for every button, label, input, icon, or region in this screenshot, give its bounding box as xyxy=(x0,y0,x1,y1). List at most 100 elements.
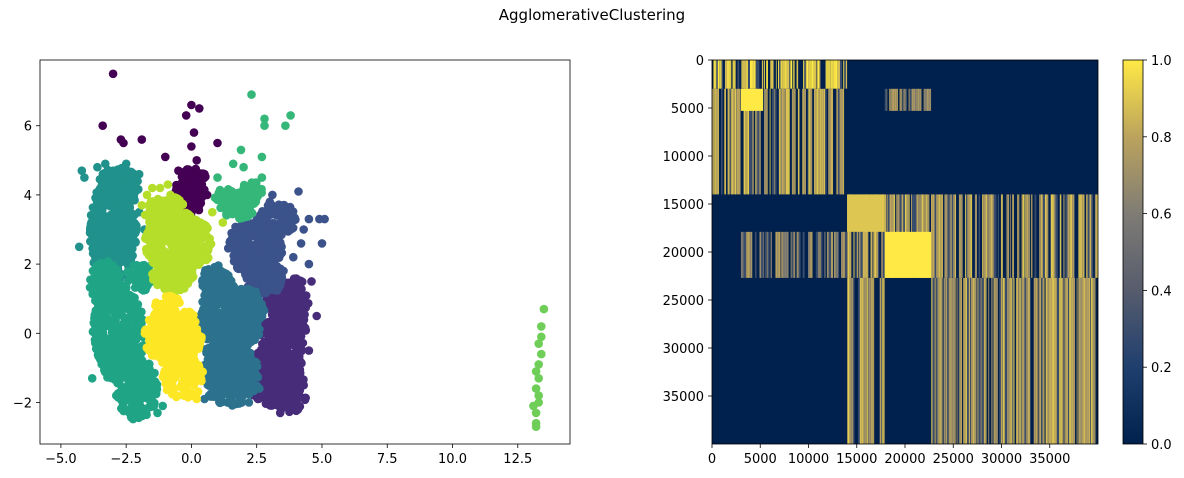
cluster-4-point xyxy=(122,231,132,240)
cluster-3-point xyxy=(244,398,254,407)
cluster-5-point xyxy=(121,297,131,306)
heatmap-cell xyxy=(847,194,885,232)
heatmap-cell xyxy=(739,60,742,89)
heatmap-cell xyxy=(772,60,774,89)
heatmap-cell xyxy=(951,194,954,278)
heatmap-cell xyxy=(911,88,914,111)
cluster-9-point xyxy=(161,292,171,301)
heatmap-cell xyxy=(859,277,862,444)
cluster-9-point xyxy=(147,337,157,346)
cluster-5-point xyxy=(85,283,95,292)
heatmap-cell xyxy=(842,60,844,89)
heatmap-cell xyxy=(722,88,725,195)
cluster-4-point xyxy=(127,211,137,220)
heatmap-cell xyxy=(958,194,962,278)
cluster-4-point xyxy=(129,180,139,189)
cluster-3-point xyxy=(235,292,245,301)
cluster-9-point xyxy=(195,333,204,343)
heatmap-cell xyxy=(894,88,897,111)
cluster-8-point xyxy=(177,282,187,291)
heatmap-cell xyxy=(768,60,771,89)
heatmap-cell xyxy=(977,194,979,278)
cluster-6-point xyxy=(228,159,238,169)
cluster-9-point xyxy=(169,356,179,365)
heatmap-cell xyxy=(1082,194,1083,278)
cluster-5-point xyxy=(94,319,104,328)
heatmap-cell xyxy=(744,231,747,278)
heatmap-cell xyxy=(832,60,834,89)
cluster-6-point xyxy=(213,173,222,182)
heatmap-cell xyxy=(751,60,754,89)
cluster-5-point xyxy=(102,360,111,370)
heatmap-cell xyxy=(784,88,786,195)
heatmap-cell xyxy=(851,277,854,444)
heatmap-cell xyxy=(780,231,782,278)
cluster-5-point xyxy=(124,315,134,325)
heatmap-cell xyxy=(773,231,776,278)
heatmap-cell xyxy=(750,231,753,278)
heatmap-cell xyxy=(1002,194,1005,278)
cluster-6-point xyxy=(238,212,248,222)
heatmap-cell xyxy=(821,60,824,89)
heatmap-cell xyxy=(729,60,731,89)
cluster-5-point xyxy=(158,401,167,411)
cluster-0-point xyxy=(195,201,204,210)
cluster-3-point xyxy=(211,305,220,315)
cluster-9-point xyxy=(188,359,198,368)
heatmap-cell xyxy=(753,231,755,278)
cluster-9-point xyxy=(184,311,193,321)
heatmap-cell xyxy=(825,60,827,89)
heatmap-cell xyxy=(785,88,789,195)
heatmap-cell xyxy=(748,60,750,89)
cluster-0-point xyxy=(187,194,196,203)
heatmap-cell xyxy=(778,60,780,89)
heatmap-cell xyxy=(815,88,817,195)
cluster-3-point xyxy=(219,383,229,393)
cluster-2-point xyxy=(244,243,254,253)
cluster-1-point xyxy=(293,395,302,404)
cluster-8-point xyxy=(142,190,152,200)
cluster-1-point xyxy=(270,373,280,383)
heatmap-cell xyxy=(714,88,715,195)
cluster-1-point xyxy=(279,360,289,369)
heatmap-cell xyxy=(736,88,738,195)
cluster-1-point xyxy=(292,298,302,307)
cluster-1-point xyxy=(285,301,295,310)
heatmap-cell xyxy=(833,60,836,89)
heatmap-cell xyxy=(792,60,794,89)
cluster-3-point xyxy=(240,314,250,323)
heatmap-cell xyxy=(726,60,730,89)
cluster-8-point xyxy=(186,240,195,250)
heatmap-cell xyxy=(820,60,822,89)
cluster-2-point xyxy=(259,265,269,275)
cluster-2-point xyxy=(240,220,249,230)
heatmap-cell xyxy=(923,88,925,111)
heatmap-cell xyxy=(779,88,781,195)
heatmap-cell xyxy=(799,88,802,195)
cluster-8-point xyxy=(137,201,147,210)
cluster-2-point xyxy=(259,279,268,288)
cluster-5-point xyxy=(131,324,141,334)
heatmap-cell xyxy=(1010,194,1013,278)
heatmap-cell xyxy=(1040,194,1043,278)
heatmap-cell xyxy=(795,231,797,278)
cluster-2-point xyxy=(225,236,235,246)
heatmap-cell xyxy=(858,277,860,444)
heatmap-cell xyxy=(803,60,805,89)
heatmap-cell xyxy=(964,194,966,278)
cluster-3-point xyxy=(198,281,207,291)
cluster-4-point xyxy=(77,166,87,175)
cluster-1-point xyxy=(304,346,314,355)
cluster-0-point xyxy=(187,100,196,110)
cluster-5-point xyxy=(114,373,124,383)
cluster-1-point xyxy=(287,333,297,342)
heatmap-cell xyxy=(794,231,796,278)
heatmap-cell xyxy=(798,231,801,278)
heatmap-cell xyxy=(784,231,787,278)
cluster-1-point xyxy=(276,333,286,343)
heatmap-cell xyxy=(840,60,843,89)
heatmap-cell xyxy=(791,231,794,278)
heatmap-cell xyxy=(794,60,797,89)
heatmap-cell xyxy=(995,194,997,278)
cluster-2-point xyxy=(265,197,275,207)
